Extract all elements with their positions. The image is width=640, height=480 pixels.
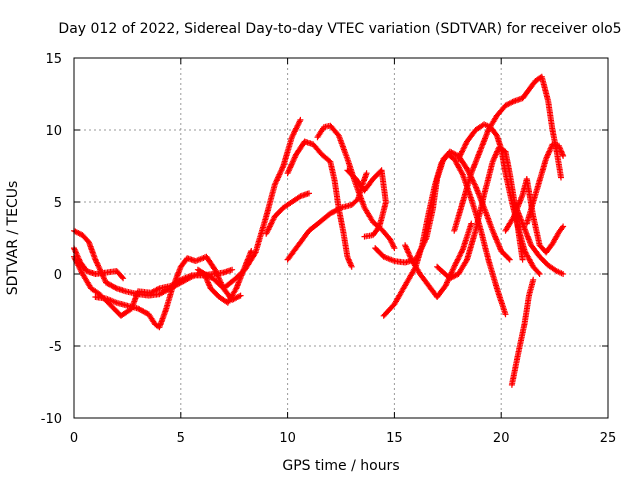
y-tick-label: -10 (41, 412, 62, 427)
x-tick-label: 25 (600, 431, 617, 446)
series-4 (92, 253, 244, 331)
series-5 (194, 248, 255, 306)
series-layer (71, 73, 567, 388)
series-markers (402, 220, 475, 300)
series-markers (502, 176, 567, 256)
x-tick-label: 5 (177, 431, 185, 446)
series-9 (314, 122, 398, 252)
series-17 (508, 276, 537, 388)
series-markers (344, 167, 389, 240)
series-10 (344, 167, 389, 240)
series-markers (263, 190, 312, 237)
x-axis-label: GPS time / hours (282, 458, 399, 474)
series-markers (194, 248, 255, 306)
y-axis-label: SDTVAR / TECUs (5, 181, 21, 296)
y-tick-label: 5 (54, 196, 62, 211)
y-tick-label: 0 (54, 268, 62, 283)
series-12 (380, 151, 509, 319)
series-13 (402, 220, 475, 300)
series-markers (314, 122, 398, 252)
series-markers (380, 151, 509, 319)
ticks: 0 5 10 15 20 25 -10 -5 0 5 10 15 (41, 52, 617, 446)
x-tick-label: 10 (279, 431, 296, 446)
series-6 (263, 190, 312, 237)
y-tick-label: 10 (45, 124, 62, 139)
x-tick-label: 0 (70, 431, 78, 446)
x-tick-label: 15 (386, 431, 403, 446)
series-markers (508, 276, 537, 388)
series-20 (502, 176, 567, 256)
x-tick-label: 20 (493, 431, 510, 446)
chart-title: Day 012 of 2022, Sidereal Day-to-day VTE… (58, 21, 621, 37)
plot-frame (73, 57, 609, 419)
y-tick-label: -5 (49, 340, 62, 355)
y-tick-label: 15 (45, 52, 62, 67)
series-markers (92, 253, 244, 331)
